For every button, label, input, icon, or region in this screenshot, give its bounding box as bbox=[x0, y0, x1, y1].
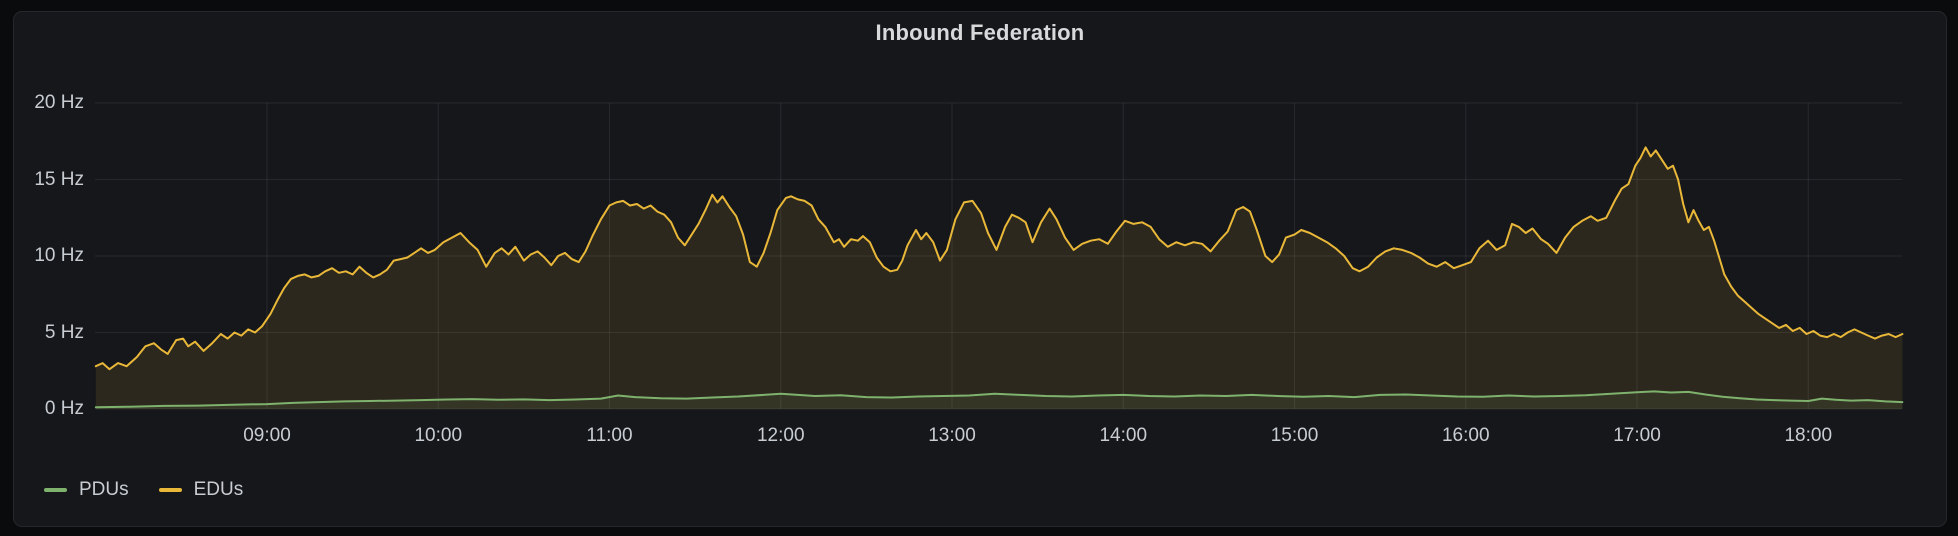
x-axis-tick-label: 10:00 bbox=[414, 425, 463, 446]
pdus-line bbox=[94, 390, 1904, 409]
y-axis-tick-label: 20 Hz bbox=[34, 92, 84, 113]
edus-area-fill bbox=[95, 147, 1903, 409]
pdus-area-fill bbox=[95, 391, 1903, 409]
edus-line bbox=[94, 146, 1904, 371]
x-axis-tick-label: 16:00 bbox=[1441, 425, 1490, 446]
y-axis-tick-label: 5 Hz bbox=[44, 321, 84, 343]
x-axis-tick-label: 09:00 bbox=[243, 425, 291, 446]
x-axis-tick-label: 11:00 bbox=[586, 425, 633, 446]
y-axis-tick-label: 15 Hz bbox=[34, 168, 84, 190]
x-axis-tick-label: 17:00 bbox=[1613, 425, 1661, 446]
y-axis-tick-label: 0 Hz bbox=[44, 398, 84, 419]
legend-item-edus[interactable]: EDUs bbox=[158, 479, 244, 501]
legend: PDUs EDUs bbox=[44, 477, 243, 503]
x-axis-tick-label: 13:00 bbox=[928, 425, 976, 446]
pdus-series-swatch-icon bbox=[44, 488, 67, 492]
legend-label-pdus: PDUs bbox=[79, 479, 129, 500]
x-axis-tick-label: 18:00 bbox=[1784, 425, 1833, 446]
panel-title[interactable]: Inbound Federation bbox=[875, 20, 1085, 45]
x-axis-tick-label: 14:00 bbox=[1099, 425, 1148, 446]
x-axis-tick-label: 12:00 bbox=[756, 425, 805, 446]
y-axis-tick-label: 10 Hz bbox=[34, 245, 84, 266]
edus-series-swatch-icon bbox=[158, 488, 182, 492]
panel bbox=[13, 11, 1947, 527]
legend-item-pdus[interactable]: PDUs bbox=[44, 479, 129, 501]
legend-label-edus: EDUs bbox=[193, 479, 244, 500]
x-axis-tick-label: 15:00 bbox=[1270, 425, 1319, 446]
